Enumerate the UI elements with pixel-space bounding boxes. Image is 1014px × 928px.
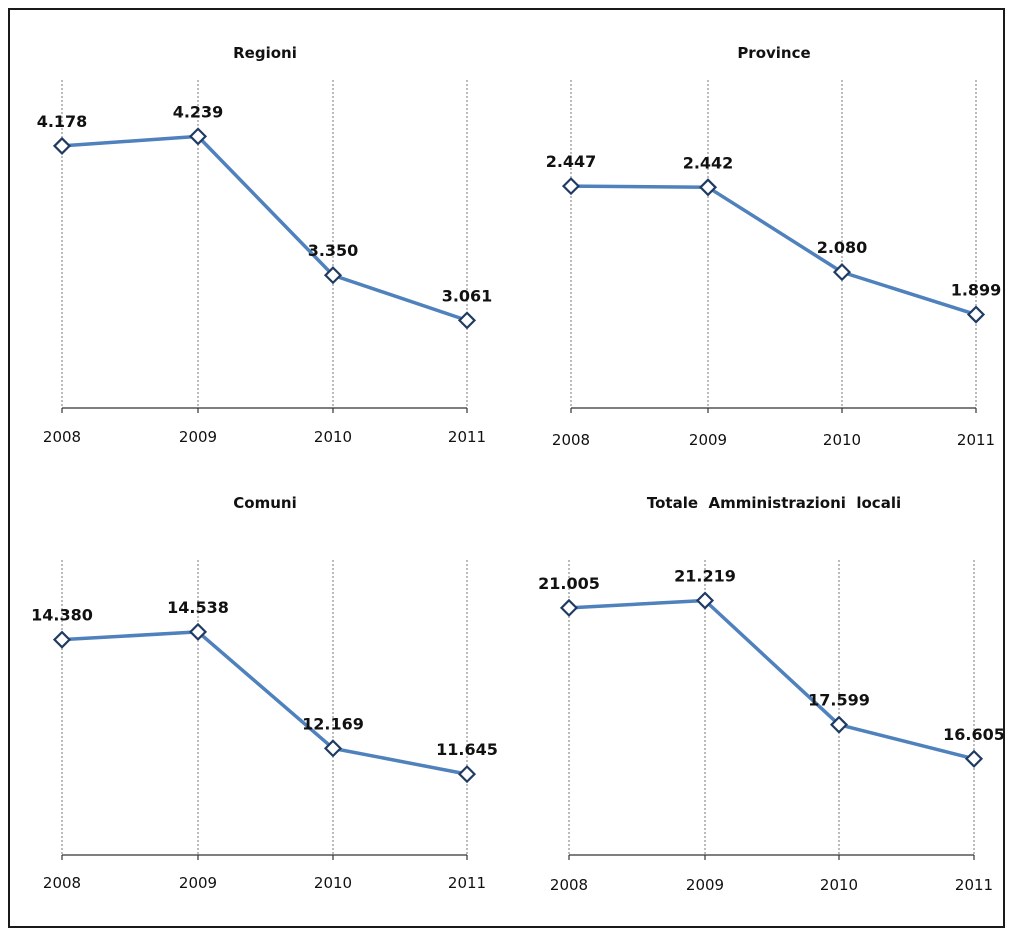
data-point-marker bbox=[832, 263, 852, 282]
data-point-marker bbox=[695, 591, 715, 610]
x-tick-label: 2009 bbox=[179, 874, 217, 892]
chart-province: Province 2.447 2.442 2.080 1.899 2008 2009 201… bbox=[546, 44, 1002, 449]
x-tick-label: 2011 bbox=[448, 428, 486, 446]
data-label: 21.005 bbox=[538, 574, 600, 593]
data-point-marker bbox=[561, 177, 581, 196]
data-label: 11.645 bbox=[436, 740, 498, 759]
x-tick-label: 2010 bbox=[314, 874, 352, 892]
series-line bbox=[60, 134, 469, 323]
data-point-marker bbox=[966, 305, 986, 324]
data-label: 12.169 bbox=[302, 714, 364, 733]
series-line bbox=[60, 630, 469, 776]
x-tick-label: 2008 bbox=[43, 874, 81, 892]
data-point-marker bbox=[323, 739, 343, 758]
data-point-marker bbox=[52, 136, 72, 155]
data-point-marker bbox=[52, 630, 72, 649]
data-point-marker bbox=[188, 127, 208, 146]
x-tick-label: 2008 bbox=[550, 876, 588, 894]
chart-title: Regioni bbox=[233, 44, 297, 62]
data-label: 2.447 bbox=[546, 152, 597, 171]
data-point-marker bbox=[323, 266, 343, 285]
series-line bbox=[567, 598, 976, 761]
line-charts-panel: Regioni 4.178 4.239 3.350 3.061 2008 2009 2010… bbox=[31, 44, 1005, 894]
chart-regioni: Regioni 4.178 4.239 3.350 3.061 2008 2009 2010… bbox=[37, 44, 493, 446]
data-label: 14.380 bbox=[31, 606, 93, 625]
data-point-marker bbox=[457, 311, 477, 330]
data-point-marker bbox=[457, 765, 477, 784]
x-tick-label: 2010 bbox=[823, 431, 861, 449]
x-tick-label: 2010 bbox=[820, 876, 858, 894]
chart-comuni: Comuni 14.380 14.538 12.169 11.645 2008 2009 2… bbox=[31, 494, 498, 892]
x-tick-label: 2008 bbox=[552, 431, 590, 449]
chart-title: Totale Amministrazioni locali bbox=[647, 494, 901, 512]
x-tick-label: 2010 bbox=[314, 428, 352, 446]
data-point-marker bbox=[188, 622, 208, 641]
x-tick-label: 2009 bbox=[179, 428, 217, 446]
chart-title: Comuni bbox=[233, 494, 296, 512]
series-line bbox=[569, 184, 978, 317]
data-point-marker bbox=[698, 178, 718, 197]
x-tick-label: 2009 bbox=[686, 876, 724, 894]
data-point-marker bbox=[829, 715, 849, 734]
data-label: 17.599 bbox=[808, 691, 870, 710]
data-label: 2.080 bbox=[817, 238, 868, 257]
data-label: 21.219 bbox=[674, 567, 736, 586]
data-label: 3.061 bbox=[442, 286, 493, 305]
x-tick-label: 2011 bbox=[955, 876, 993, 894]
data-label: 3.350 bbox=[308, 241, 359, 260]
data-label: 16.605 bbox=[943, 725, 1005, 744]
x-tick-label: 2011 bbox=[448, 874, 486, 892]
data-label: 14.538 bbox=[167, 598, 229, 617]
data-label: 4.239 bbox=[173, 102, 224, 121]
chart-title: Province bbox=[737, 44, 810, 62]
data-label: 2.442 bbox=[683, 153, 734, 172]
data-label: 4.178 bbox=[37, 112, 88, 131]
data-point-marker bbox=[964, 749, 984, 768]
chart-totale-amministrazioni-locali: Totale Amministrazioni locali 21.005 21.2… bbox=[538, 494, 1005, 894]
data-point-marker bbox=[559, 598, 579, 617]
x-tick-label: 2011 bbox=[957, 431, 995, 449]
x-tick-label: 2009 bbox=[689, 431, 727, 449]
data-label: 1.899 bbox=[951, 281, 1002, 300]
x-tick-label: 2008 bbox=[43, 428, 81, 446]
